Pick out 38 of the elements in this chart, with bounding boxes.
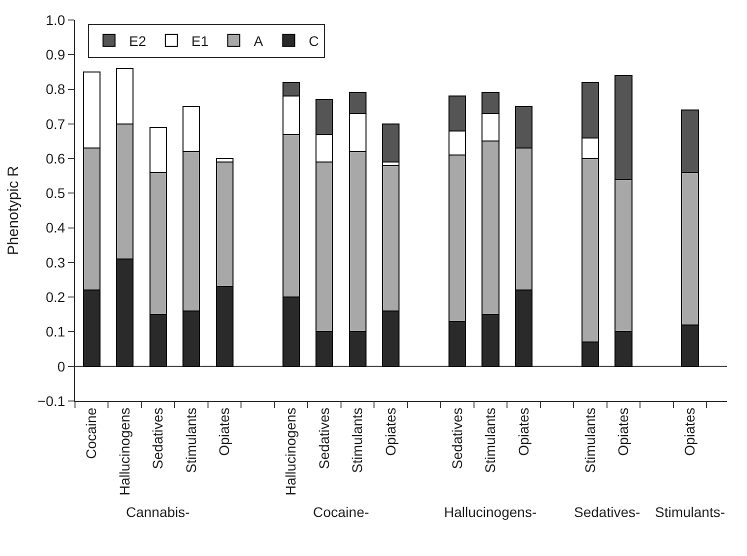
y-tick-label: 0.1	[46, 324, 66, 340]
x-tick-label: Opiates	[615, 408, 632, 456]
x-tick-label: Stimulants	[182, 408, 199, 473]
x-tick-label: Opiates	[682, 408, 698, 456]
legend-label: A	[254, 32, 264, 49]
legend-label: E1	[191, 32, 209, 49]
y-tick-label: 0.9	[46, 46, 66, 63]
text: Hallucinogens-	[444, 504, 537, 520]
y-tick-label: 0.4	[46, 220, 66, 236]
x-tick-label: Stimulants	[482, 408, 498, 473]
x-tick-label: Cocaine	[83, 407, 100, 459]
text: Cocaine-	[313, 504, 370, 520]
text: Stimulants-	[655, 504, 726, 520]
y-tick-label: 0.5	[46, 185, 66, 202]
y-tick-label: 0	[57, 358, 66, 374]
y-tick-label: 0.3	[46, 254, 66, 270]
x-tick-label: Stimulants	[349, 408, 366, 473]
x-tick-label: Hallucinogens	[116, 408, 132, 496]
legend-label: C	[308, 32, 319, 49]
text: Cannabis-	[126, 504, 190, 520]
legend-label: E2	[129, 32, 146, 49]
y-tick-label: −0.1	[38, 392, 66, 409]
x-tick-label: Opiates	[216, 408, 232, 456]
text: Sedatives-	[574, 504, 640, 520]
bar	[382, 123, 400, 163]
y-axis-title: Phenotypic R	[4, 166, 22, 256]
y-tick-label: 1.0	[46, 12, 66, 28]
y-tick-label: 0.7	[46, 116, 66, 132]
x-tick-label: Opiates	[382, 408, 398, 456]
y-tick-label: 0.2	[46, 288, 66, 305]
x-tick-label: Stimulants	[582, 408, 598, 473]
x-tick-label: Sedatives	[448, 408, 465, 470]
x-tick-label: Opiates	[515, 408, 532, 456]
y-tick-label: 0.8	[46, 81, 66, 98]
x-tick-label: Sedatives	[316, 408, 332, 470]
x-tick-label: Hallucinogens	[282, 408, 299, 496]
y-tick-label: 0.6	[46, 150, 66, 166]
x-tick-label: Sedatives	[150, 408, 166, 470]
